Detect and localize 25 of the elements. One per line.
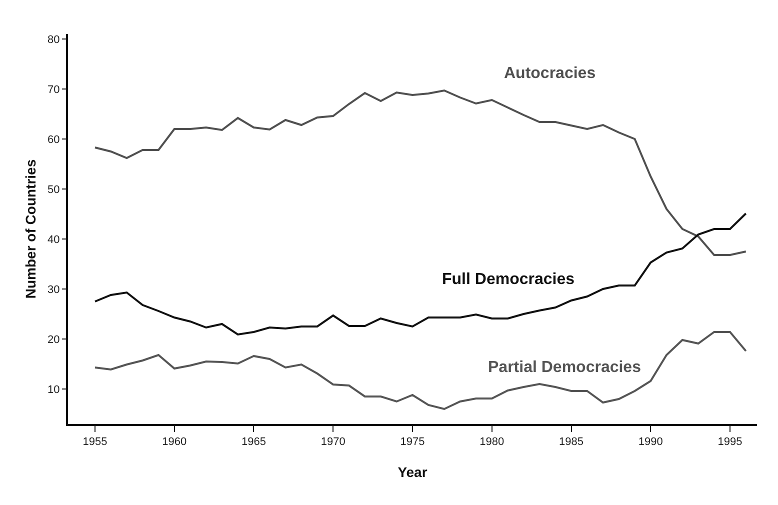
x-tick-label: 1980 [480, 436, 504, 448]
y-tick-label: 10 [48, 384, 60, 396]
x-tick-label: 1995 [718, 436, 742, 448]
x-axis-title: Year [398, 464, 428, 480]
y-tick-label: 30 [48, 284, 60, 296]
x-tick-label: 1990 [638, 436, 663, 448]
x-tick-label: 1975 [400, 436, 425, 448]
y-tick-label: 60 [48, 134, 60, 146]
y-tick-label: 50 [48, 184, 60, 196]
line-series [94, 212, 747, 336]
x-tick-label: 1960 [162, 436, 187, 448]
line-series [94, 90, 747, 256]
x-tick-label: 1985 [559, 436, 584, 448]
series-label: Partial Democracies [488, 359, 642, 376]
x-tick-label: 1965 [242, 436, 266, 448]
y-tick-label: 40 [48, 234, 60, 246]
x-tick-label: 1970 [320, 436, 346, 448]
y-tick-label: 80 [48, 34, 60, 46]
x-tick-label: 1955 [82, 436, 108, 448]
y-axis-title: Number of Countries [22, 159, 39, 299]
y-tick-label: 20 [48, 334, 60, 346]
series-label: Full Democracies [442, 271, 575, 288]
line-series [94, 331, 747, 410]
series-label: Autocracies [504, 65, 596, 82]
y-tick-label: 70 [48, 84, 60, 96]
